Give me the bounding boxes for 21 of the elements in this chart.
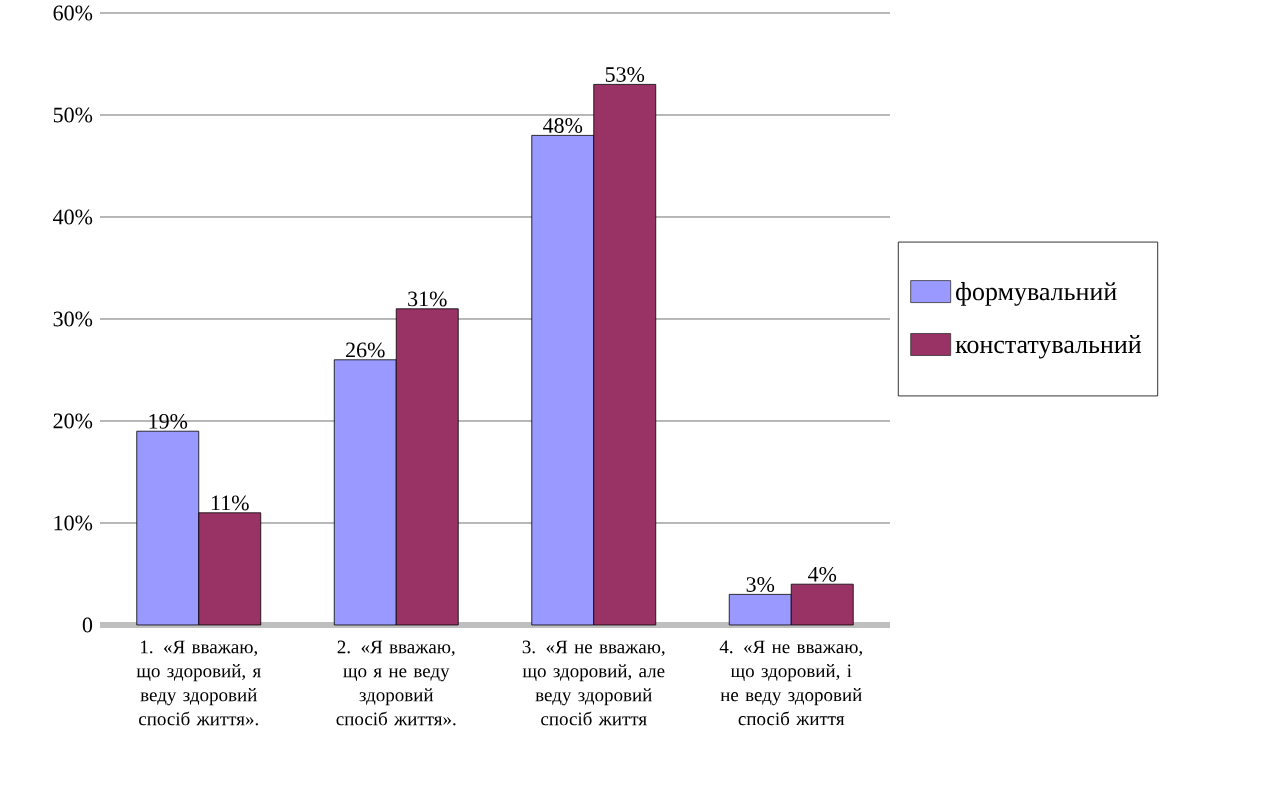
data-label: 4% <box>808 566 837 582</box>
y-tick-label: 60% <box>53 5 93 21</box>
data-label: 19% <box>149 413 188 429</box>
legend-label: констатувальний <box>955 335 1142 359</box>
y-tick-label: 20% <box>53 413 93 429</box>
data-label: 48% <box>543 118 583 133</box>
data-label: 3% <box>746 577 775 592</box>
x-tick-label: 4. «Я не вважаю, що здоровий, і не веду здоровий спосіб життя <box>719 640 862 726</box>
x-tick-label: 1. «Я вважаю, що здоровий, я веду здоровий спосіб життя». <box>136 640 261 726</box>
y-tick-label: 30% <box>53 311 93 327</box>
y-tick-label: 40% <box>53 209 93 225</box>
y-tick-label: 0 <box>82 617 93 633</box>
x-tick-label: 2. «Я вважаю, що я не веду здоровий спосіб життя». <box>336 640 456 726</box>
y-tick-label: 50% <box>53 107 93 123</box>
data-label: 11% <box>211 495 249 511</box>
x-tick-label: 3. «Я не вважаю, що здоровий, але веду здоровий спосіб життя <box>522 640 665 726</box>
data-label: 53% <box>605 67 645 82</box>
data-label: 31% <box>408 291 447 307</box>
data-label: 26% <box>346 342 385 358</box>
y-tick-label: 10% <box>54 515 93 531</box>
legend-label: формувальний <box>956 282 1117 306</box>
